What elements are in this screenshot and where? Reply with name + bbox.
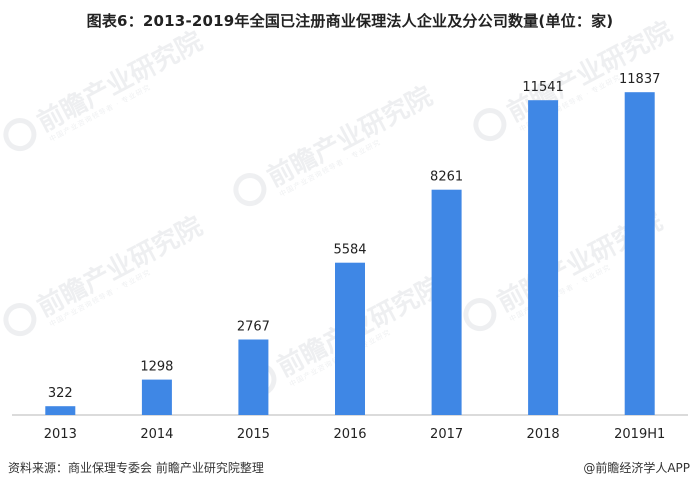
bar-series: 322 2013 1298 2014 2767 2015 5584 2016 8261 2017 1… <box>44 72 666 442</box>
bar-2016 <box>335 262 365 415</box>
bar-2019H1 <box>624 92 655 415</box>
x-tick-label-2014: 2014 <box>140 427 173 442</box>
data-label-2014: 1298 <box>140 360 173 375</box>
watermark-text: 前瞻产业研究院 <box>32 26 207 139</box>
data-label-2013: 322 <box>48 386 73 401</box>
x-tick-label-2018: 2018 <box>527 427 560 442</box>
bar-2017 <box>431 189 462 415</box>
x-tick-label-2015: 2015 <box>237 427 270 442</box>
bar-2013 <box>45 406 76 415</box>
source-note: 资料来源：商业保理专委会 前瞻产业研究院整理 <box>8 461 264 475</box>
watermark-logo-icon <box>3 118 37 152</box>
data-label-2019H1: 11837 <box>619 72 660 87</box>
x-tick-label-2017: 2017 <box>430 427 463 442</box>
app-credit: @前瞻经济学人APP <box>583 461 690 475</box>
watermark-logo-icon <box>473 108 507 142</box>
data-label-2015: 2767 <box>237 320 270 335</box>
watermark-text: 前瞻产业研究院 <box>262 81 437 194</box>
bar-2018 <box>528 100 559 415</box>
watermark-logo-icon <box>3 303 37 337</box>
x-tick-label-2019H1: 2019H1 <box>614 427 665 442</box>
bar-2015 <box>238 339 269 415</box>
bar-2014 <box>141 379 172 415</box>
data-label-2017: 8261 <box>430 170 463 185</box>
data-label-2018: 11541 <box>522 80 563 95</box>
watermark-logo-icon <box>233 173 267 207</box>
data-label-2016: 5584 <box>333 243 366 258</box>
watermark-text: 前瞻产业研究院 <box>32 211 207 324</box>
chart-title: 图表6：2013-2019年全国已注册商业保理法人企业及分公司数量(单位：家) <box>86 12 614 30</box>
x-tick-label-2016: 2016 <box>333 427 366 442</box>
watermark-logo-icon <box>463 298 497 332</box>
x-tick-label-2013: 2013 <box>44 427 77 442</box>
